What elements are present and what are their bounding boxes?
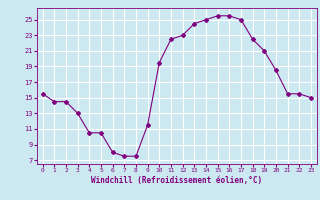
X-axis label: Windchill (Refroidissement éolien,°C): Windchill (Refroidissement éolien,°C)	[91, 176, 262, 185]
